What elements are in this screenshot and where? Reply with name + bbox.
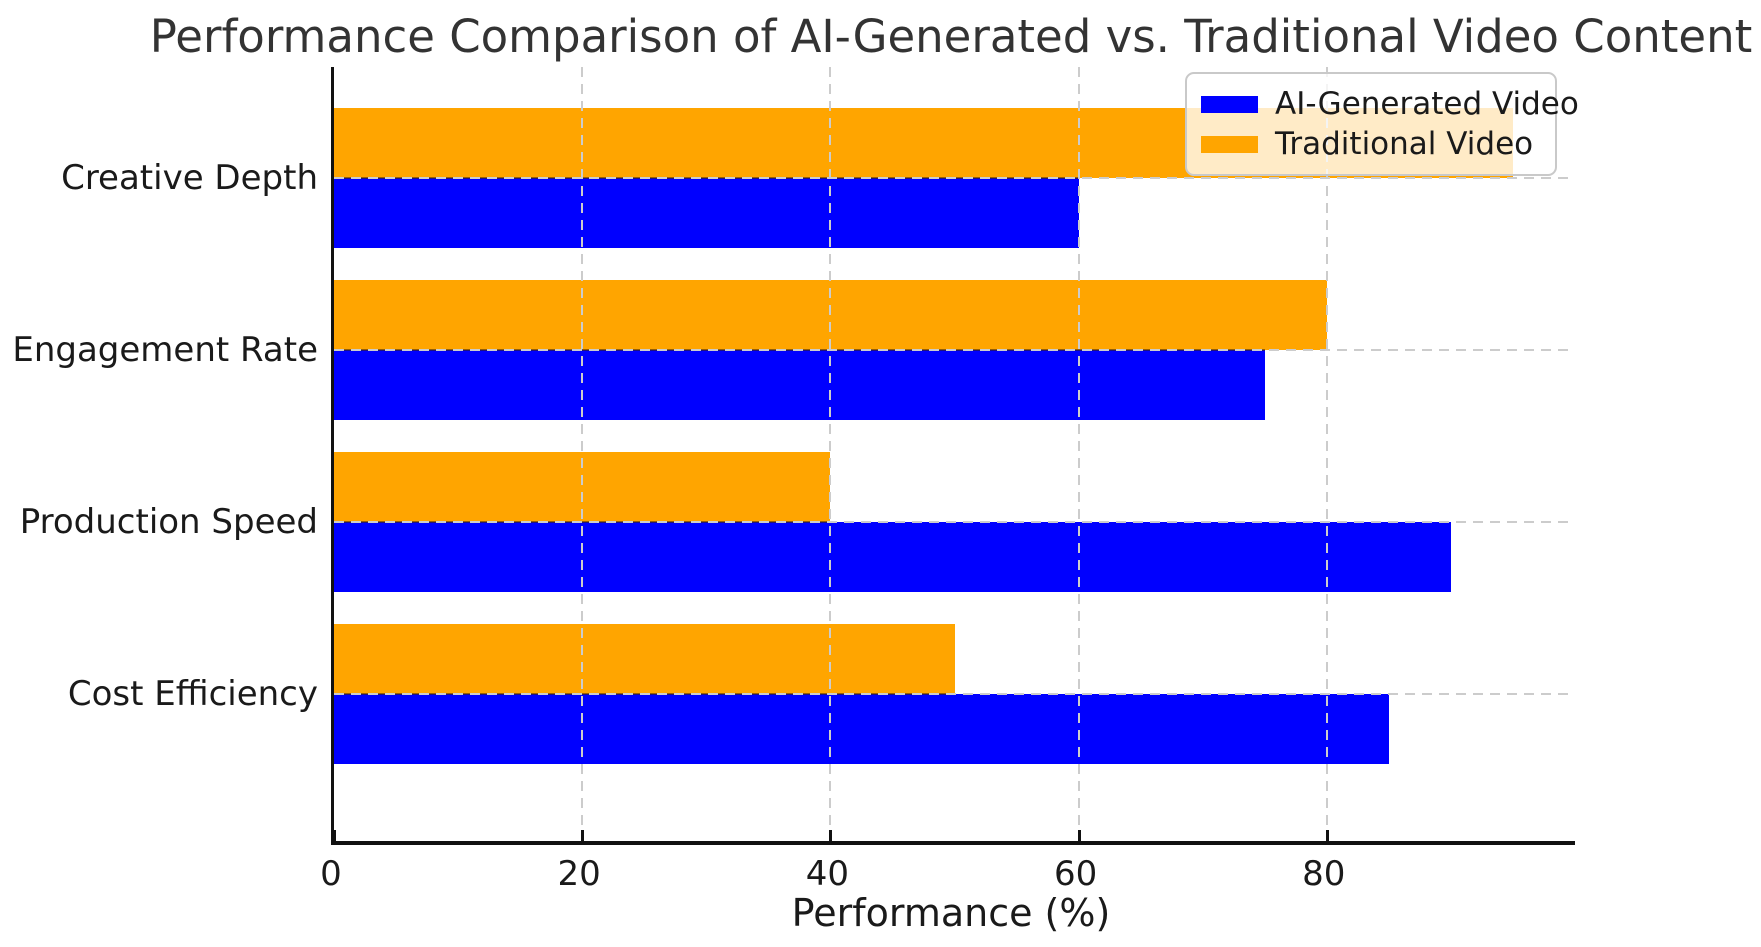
plot-area: AI-Generated Video Traditional Video: [331, 67, 1579, 845]
legend: AI-Generated Video Traditional Video: [1185, 72, 1579, 176]
x-tick-mark: [333, 830, 336, 841]
bar-ai-generated-1: [334, 350, 1265, 420]
legend-item-1: Traditional Video: [1187, 124, 1555, 164]
v-gridline: [1077, 67, 1080, 841]
x-tick-label: 0: [320, 854, 342, 894]
legend-item-label: Traditional Video: [1275, 126, 1534, 162]
x-tick-mark: [1077, 830, 1081, 841]
v-gridline: [829, 67, 832, 841]
h-gridline: [334, 693, 1575, 695]
x-tick-label: 60: [1053, 854, 1098, 894]
bar-ai-generated-2: [334, 522, 1451, 592]
y-tick-label: Cost Efficiency: [67, 674, 318, 714]
x-tick-label: 80: [1302, 854, 1346, 894]
h-gridline: [334, 521, 1575, 523]
h-gridline: [334, 349, 1575, 351]
bar-traditional-3: [334, 624, 955, 694]
x-tick-mark: [1325, 830, 1329, 841]
x-tick-label: 20: [557, 854, 601, 894]
x-tick-mark: [829, 830, 833, 841]
bar-ai-generated-3: [334, 694, 1389, 764]
v-gridline: [1325, 67, 1328, 841]
ai-generated-swatch-icon: [1201, 95, 1258, 113]
traditional-swatch-icon: [1201, 135, 1258, 153]
x-tick-label: 40: [805, 854, 850, 894]
legend-item-label: AI-Generated Video: [1275, 86, 1579, 122]
y-tick-label: Engagement Rate: [12, 330, 318, 370]
y-tick-label: Production Speed: [19, 502, 318, 542]
legend-item-0: AI-Generated Video: [1187, 84, 1579, 124]
v-gridline: [581, 67, 584, 841]
h-gridline: [334, 177, 1575, 179]
x-axis-label: Performance (%): [791, 891, 1111, 935]
chart-title: Performance Comparison of AI-Generated v…: [149, 10, 1753, 63]
y-tick-label: Creative Depth: [61, 158, 318, 198]
bar-ai-generated-0: [334, 178, 1079, 248]
x-tick-mark: [581, 830, 585, 841]
